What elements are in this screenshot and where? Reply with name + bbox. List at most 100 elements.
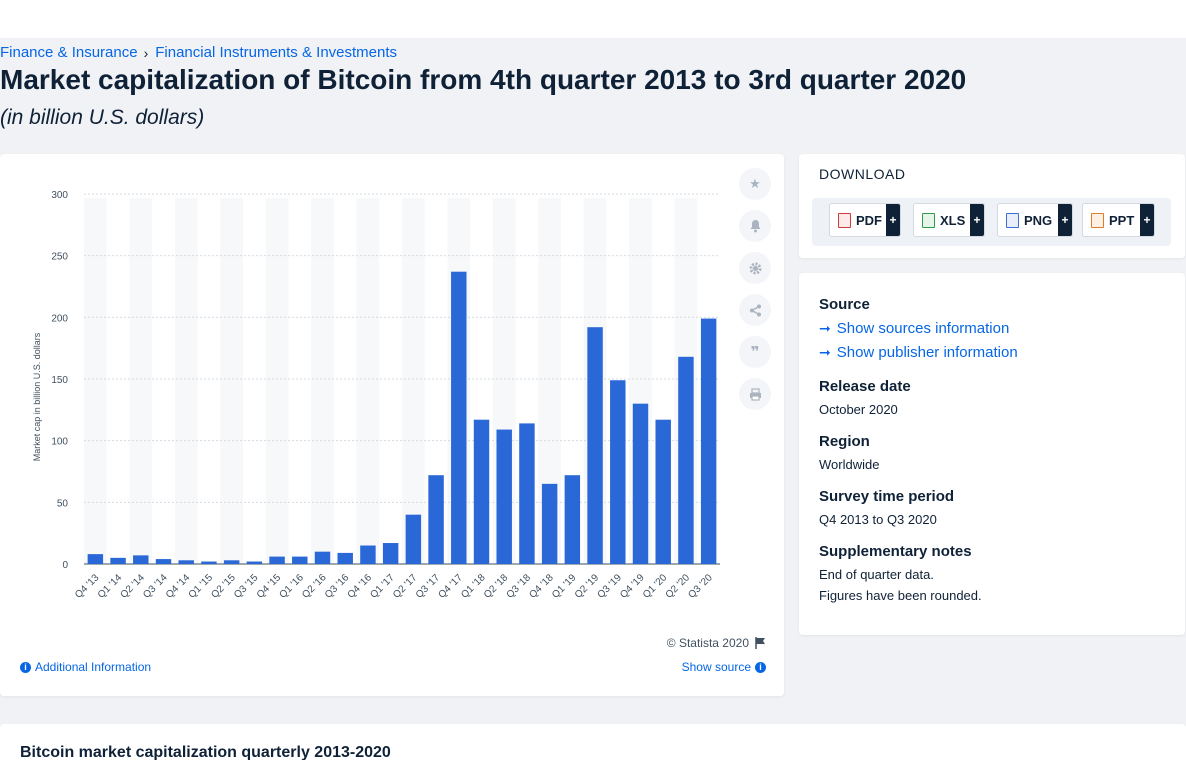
info-icon: i: [755, 661, 766, 673]
show-sources-link[interactable]: ➞ Show sources information: [819, 320, 1009, 337]
y-axis-label: Market cap in billion U.S. dollars: [32, 332, 42, 461]
ppt-file-icon: [1091, 212, 1104, 228]
show-publisher-label: Show publisher information: [836, 344, 1018, 361]
source-label: Source: [819, 296, 870, 313]
show-publisher-link[interactable]: ➞ Show publisher information: [819, 344, 1018, 361]
y-tick-label: 0: [62, 560, 68, 571]
column-band: [129, 198, 153, 564]
bar-27: [700, 318, 717, 564]
bottom-section-title: Bitcoin market capitalization quarterly …: [20, 744, 391, 760]
flag-icon[interactable]: [755, 637, 766, 649]
x-tick-label: Q3 '20: [686, 572, 715, 601]
show-source-link[interactable]: Show source i: [682, 660, 766, 674]
breadcrumb-finance-insurance[interactable]: Finance & Insurance: [0, 44, 138, 61]
x-tick-label: Q4 '15: [255, 572, 284, 601]
x-tick-label: Q4 '13: [73, 572, 102, 601]
x-tick-label: Q1 '20: [641, 572, 670, 601]
top-bar: [0, 0, 1186, 38]
share-icon[interactable]: [739, 294, 771, 326]
y-tick-label: 100: [51, 437, 68, 448]
xls-label: XLS: [940, 212, 966, 228]
y-tick-label: 150: [51, 375, 68, 386]
x-tick-label: Q4 '16: [346, 572, 375, 601]
x-tick-label: Q3 '14: [141, 572, 170, 601]
x-tick-label: Q2 '18: [482, 572, 511, 601]
download-ppt-button[interactable]: PPT +: [1082, 203, 1155, 237]
bar-6: [223, 560, 240, 564]
bar-1: [110, 557, 126, 564]
additional-information-link[interactable]: i Additional Information: [20, 660, 151, 674]
x-tick-label: Q3 '17: [414, 572, 443, 601]
breadcrumb: Finance & Insurance › Financial Instrume…: [0, 44, 397, 61]
x-tick-label: Q2 '20: [664, 572, 693, 601]
bar-19: [519, 423, 535, 564]
page-title: Market capitalization of Bitcoin from 4t…: [0, 64, 967, 95]
pdf-file-icon: [838, 212, 851, 228]
y-tick-label: 300: [51, 190, 68, 201]
x-tick-label: Q3 '19: [596, 572, 625, 601]
x-tick-label: Q1 '17: [368, 572, 397, 601]
bar-14: [405, 514, 422, 564]
column-band: [174, 198, 198, 564]
bar-24: [632, 403, 649, 564]
bar-5: [201, 561, 217, 564]
bar-7: [246, 561, 263, 564]
star-icon[interactable]: ★: [739, 168, 771, 200]
png-file-icon: [1006, 212, 1019, 228]
bar-25: [655, 419, 671, 564]
gear-icon[interactable]: [739, 252, 771, 284]
survey-period-label: Survey time period: [819, 488, 955, 505]
bar-22: [587, 327, 603, 564]
arrow-right-icon: ➞: [819, 344, 831, 360]
bar-17: [473, 419, 490, 564]
y-tick-label: 250: [51, 252, 68, 263]
bar-10: [314, 551, 331, 564]
xls-plus-icon: +: [970, 204, 984, 236]
download-card: DOWNLOAD PDF + XLS + PNG + PPT +: [799, 154, 1185, 258]
column-band: [402, 198, 425, 564]
x-tick-label: Q1 '19: [550, 572, 579, 601]
bar-0: [87, 554, 104, 564]
pdf-label: PDF: [856, 212, 882, 228]
column-band: [84, 198, 107, 564]
ppt-plus-icon: +: [1140, 204, 1154, 236]
bar-13: [382, 543, 399, 564]
print-icon[interactable]: [739, 378, 771, 410]
survey-period-value: Q4 2013 to Q3 2020: [819, 512, 937, 527]
download-xls-button[interactable]: XLS +: [913, 203, 985, 237]
download-buttons: PDF + XLS + PNG + PPT +: [812, 198, 1171, 246]
ppt-label: PPT: [1109, 212, 1135, 228]
supplementary-notes-label: Supplementary notes: [819, 543, 972, 560]
bar-11: [337, 552, 353, 564]
supplementary-notes-line-2: Figures have been rounded.: [819, 588, 982, 603]
breadcrumb-financial-instruments[interactable]: Financial Instruments & Investments: [155, 44, 398, 61]
pdf-plus-icon: +: [886, 204, 900, 236]
x-tick-label: Q3 '15: [232, 572, 261, 601]
x-tick-label: Q2 '19: [573, 572, 602, 601]
bar-23: [610, 380, 626, 564]
y-tick-label: 200: [51, 313, 68, 324]
x-tick-label: Q3 '16: [323, 572, 352, 601]
show-sources-label: Show sources information: [836, 320, 1010, 337]
bell-icon[interactable]: [739, 210, 771, 242]
x-tick-label: Q2 '14: [119, 572, 148, 601]
page-subtitle: (in billion U.S. dollars): [0, 106, 205, 129]
x-tick-label: Q1 '14: [96, 572, 125, 601]
download-pdf-button[interactable]: PDF +: [829, 203, 901, 237]
region-label: Region: [819, 433, 870, 450]
x-tick-label: Q2 '16: [300, 572, 329, 601]
x-tick-label: Q1 '15: [187, 572, 216, 601]
bar-8: [269, 556, 285, 564]
png-plus-icon: +: [1058, 204, 1072, 236]
download-png-button[interactable]: PNG +: [997, 203, 1073, 237]
quote-icon[interactable]: ❞: [739, 336, 771, 368]
arrow-right-icon: ➞: [819, 320, 831, 336]
show-source-label: Show source: [681, 660, 751, 674]
credit-text: © Statista 2020: [666, 636, 749, 650]
region-value: Worldwide: [819, 457, 880, 472]
statista-credit: © Statista 2020: [667, 636, 766, 650]
y-tick-label: 50: [57, 498, 69, 509]
x-tick-label: Q3 '18: [505, 572, 534, 601]
chart-tools: ★ ❞: [739, 168, 771, 420]
